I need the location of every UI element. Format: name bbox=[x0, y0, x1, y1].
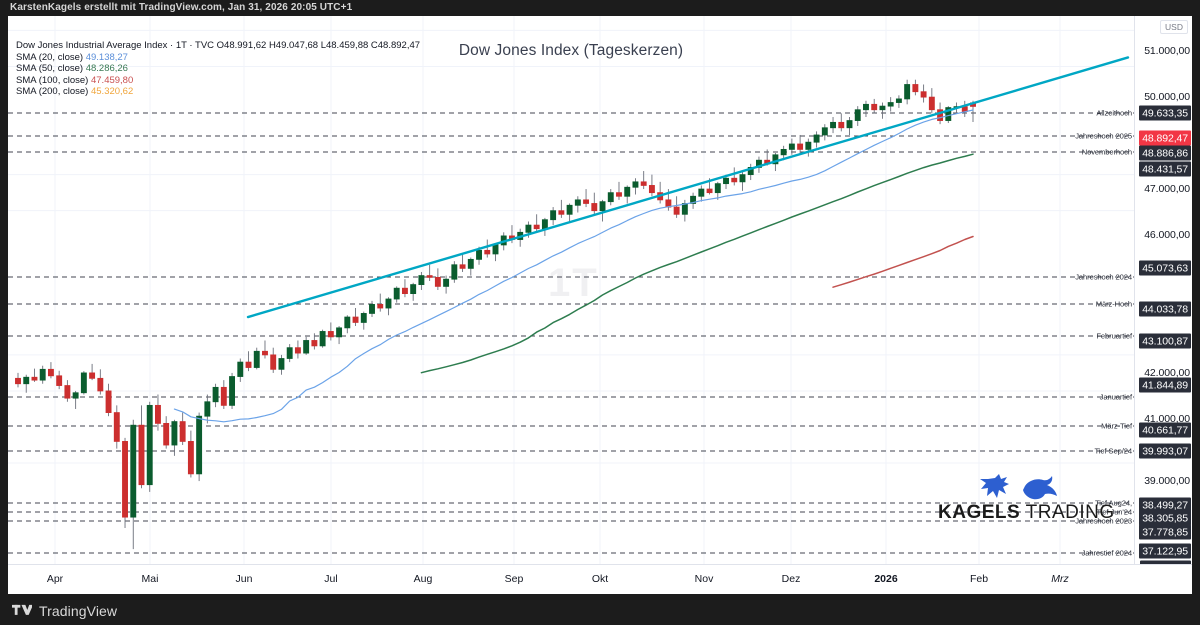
level-annotation-label: Jahreshoch 2025 bbox=[1075, 131, 1132, 141]
tradingview-footer: TradingView bbox=[12, 603, 117, 619]
price-axis-label: 44.033,78 bbox=[1139, 301, 1191, 317]
time-axis-label: Aug bbox=[413, 573, 433, 585]
current-price-label: 48.892,47 bbox=[1139, 130, 1191, 146]
price-axis-label: 38.499,27 bbox=[1139, 497, 1191, 513]
time-axis-label: Mai bbox=[141, 573, 159, 585]
price-axis-label: 46.000,00 bbox=[1144, 229, 1190, 241]
time-axis-label: Feb bbox=[969, 573, 989, 585]
level-annotation-label: Novemberhoch bbox=[1081, 147, 1132, 157]
legend-indicator-value: 47.459,80 bbox=[88, 74, 134, 86]
time-axis-label: Dez bbox=[781, 573, 801, 585]
time-axis-label: Jul bbox=[324, 573, 338, 585]
price-axis-label: 39.000,00 bbox=[1144, 475, 1190, 487]
legend-indicator-name: SMA (200, close) bbox=[16, 86, 89, 98]
level-annotation-label: Jahrestief 2024 bbox=[1081, 548, 1133, 558]
legend-indicator-value: 45.320,62 bbox=[88, 86, 134, 98]
time-axis-label: Mrz bbox=[1051, 573, 1069, 585]
legend-indicator-value: 48.286,26 bbox=[83, 63, 128, 75]
page-title: Dow Jones Index (Tageskerzen) bbox=[458, 42, 684, 59]
price-axis-label: 51.000,00 bbox=[1144, 45, 1190, 57]
level-annotation-label: Tief Aug24, bbox=[1094, 498, 1132, 508]
price-axis-label: 50.000,00 bbox=[1144, 91, 1190, 103]
price-axis-label: 48.886,86 bbox=[1139, 145, 1191, 161]
level-annotation-label: Februartief bbox=[1096, 331, 1132, 341]
level-annotation-label: Januartief bbox=[1099, 392, 1132, 402]
price-axis-label: 42.000,00 bbox=[1144, 367, 1190, 379]
plot-area[interactable]: 1T Allzeithoch Jahreshoch 2025 Novemberhoc… bbox=[8, 16, 1134, 564]
kagels-wordmark: KAGELS TRADING bbox=[938, 502, 1114, 524]
price-axis-label: 41.000,00 bbox=[1144, 413, 1190, 425]
time-axis-label: 2026 bbox=[874, 573, 898, 585]
legend-indicator-value: 49.138,27 bbox=[83, 51, 128, 63]
kagels-trading-logo: KAGELS TRADING bbox=[938, 474, 1114, 524]
price-axis-label: 47.000,00 bbox=[1144, 183, 1190, 195]
price-axis-label: 43.100,87 bbox=[1139, 333, 1191, 349]
legend-indicator-row: SMA (200, close) 45.320,62 bbox=[16, 86, 420, 98]
attribution-bar: KarstenKagels erstellt mit TradingView.c… bbox=[10, 2, 353, 13]
interval-watermark: 1T bbox=[548, 261, 599, 305]
kagels-bold: KAGELS bbox=[938, 502, 1021, 523]
price-scale[interactable]: USD 51.000,00 50.000,00 49.633,35 48.892,47… bbox=[1134, 16, 1192, 576]
legend-indicator-row: SMA (20, close) 49.138,27 bbox=[16, 52, 420, 64]
time-axis-label: Apr bbox=[46, 573, 64, 585]
level-annotation-label: Tief Sep/24 bbox=[1094, 446, 1133, 456]
level-annotation-label: März-Hoch bbox=[1095, 299, 1132, 309]
level-annotation-label: Jahreshoch 2023 bbox=[1075, 516, 1132, 526]
legend-indicator-row: SMA (50, close) 48.286,26 bbox=[16, 63, 420, 75]
level-annotation-label: Tief Jun'24 bbox=[1096, 507, 1132, 517]
candlestick-svg bbox=[8, 16, 1134, 564]
legend-indicator-row: SMA (100, close) 47.459,80 bbox=[16, 75, 420, 87]
time-axis-label: Okt bbox=[591, 573, 609, 585]
legend-indicator-rows: SMA (20, close) 49.138,27 SMA (50, close)… bbox=[16, 52, 420, 98]
bull-bear-icon bbox=[980, 474, 1057, 500]
level-annotation-label: Allzeithoch bbox=[1096, 108, 1132, 118]
legend-indicator-name: SMA (50, close) bbox=[16, 63, 84, 75]
legend-indicator-name: SMA (20, close) bbox=[16, 51, 84, 63]
price-axis-label: 41.844,89 bbox=[1139, 377, 1191, 393]
time-scale[interactable]: Apr Mai Jun Jul Aug Sep Okt Nov Dez 2026 Feb Mrz bbox=[8, 564, 1192, 594]
chart-canvas[interactable]: 1T Allzeithoch Jahreshoch 2025 Novemberhoc… bbox=[8, 16, 1192, 594]
time-axis-label: Jun bbox=[235, 573, 253, 585]
level-annotation-label: März-Tief bbox=[1101, 421, 1132, 431]
legend-symbol-row: Dow Jones Industrial Average Index · 1T … bbox=[16, 40, 421, 51]
price-axis-label: 45.073,63 bbox=[1139, 260, 1191, 276]
tradingview-logo-icon bbox=[12, 604, 32, 615]
price-axis-label: 39.993,07 bbox=[1139, 443, 1191, 459]
price-axis-label: 37.778,85 bbox=[1139, 524, 1191, 540]
price-axis-label: 49.633,35 bbox=[1139, 105, 1191, 121]
price-axis-label: 40.661,77 bbox=[1139, 422, 1191, 438]
price-axis-label: 38.305,85 bbox=[1139, 510, 1191, 526]
chart-legend[interactable]: Dow Jones Industrial Average Index · 1T … bbox=[16, 40, 420, 98]
level-annotation-label: Jahreshoch 2024 bbox=[1075, 272, 1132, 282]
price-axis-label: 37.122,95 bbox=[1139, 543, 1191, 559]
tradingview-label: TradingView bbox=[39, 603, 118, 619]
time-axis-label: Nov bbox=[694, 573, 714, 585]
kagels-light: TRADING bbox=[1020, 502, 1115, 523]
time-axis-label: Sep bbox=[504, 573, 524, 585]
currency-badge: USD bbox=[1160, 20, 1188, 34]
legend-indicator-name: SMA (100, close) bbox=[16, 74, 89, 86]
price-axis-label: 48.431,57 bbox=[1139, 161, 1191, 177]
